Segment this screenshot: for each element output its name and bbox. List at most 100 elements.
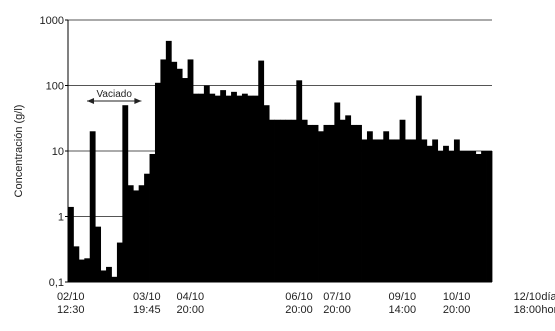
x-axis-suffix-time: hora:min bbox=[541, 304, 555, 316]
y-tick-label: 0,1 bbox=[49, 277, 64, 289]
bar bbox=[247, 95, 254, 282]
x-tick-label-time: 19:45 bbox=[133, 304, 161, 316]
bar bbox=[323, 124, 330, 282]
bar bbox=[160, 59, 167, 282]
bar bbox=[220, 90, 227, 282]
bar bbox=[453, 139, 460, 282]
bar bbox=[377, 139, 384, 282]
x-tick-label-time: 20:00 bbox=[177, 304, 205, 316]
bar bbox=[106, 266, 112, 282]
y-tick-label: 1 bbox=[58, 212, 64, 224]
bars-group bbox=[68, 40, 493, 283]
x-tick-label-time: 20:00 bbox=[323, 304, 351, 316]
annotation-label-bg bbox=[94, 88, 135, 99]
y-tick-labels: 1000 100 10 1 0,1 bbox=[40, 15, 68, 289]
x-tick-label-date: 10/10 bbox=[443, 291, 471, 303]
bar bbox=[225, 95, 232, 282]
bar bbox=[193, 93, 199, 282]
bar bbox=[339, 119, 346, 282]
x-tick-label-date: 03/10 bbox=[133, 291, 161, 303]
bar bbox=[258, 60, 265, 283]
bar bbox=[459, 151, 466, 282]
bar bbox=[405, 139, 411, 282]
x-axis-suffix-date: día/mes bbox=[541, 291, 555, 303]
bar bbox=[95, 226, 102, 282]
bar bbox=[144, 173, 150, 282]
bar bbox=[198, 93, 205, 282]
vaciado-annotation: Vaciado bbox=[87, 88, 142, 104]
annotation-label: Vaciado bbox=[97, 89, 133, 100]
bar bbox=[432, 139, 439, 282]
bar bbox=[73, 246, 80, 282]
bar bbox=[421, 139, 428, 282]
bar bbox=[280, 119, 286, 282]
bar bbox=[263, 105, 270, 282]
bar bbox=[171, 61, 178, 283]
bar bbox=[154, 82, 161, 282]
bar bbox=[366, 131, 373, 282]
bar bbox=[410, 139, 417, 282]
x-tick-label-date: 06/10 bbox=[285, 291, 313, 303]
bar bbox=[89, 131, 96, 282]
bar bbox=[372, 139, 379, 282]
x-tick-label-date: 09/10 bbox=[389, 291, 417, 303]
bar bbox=[84, 258, 91, 282]
bar bbox=[328, 124, 335, 282]
bar bbox=[345, 115, 352, 282]
bar bbox=[252, 95, 259, 282]
bar bbox=[111, 276, 118, 282]
bar bbox=[334, 102, 341, 282]
bar bbox=[301, 119, 308, 282]
bar bbox=[307, 124, 314, 282]
bar bbox=[296, 80, 303, 282]
bar bbox=[274, 119, 281, 282]
bar bbox=[149, 153, 156, 282]
bar bbox=[127, 185, 134, 282]
x-tick-label-time: 12:30 bbox=[57, 304, 85, 316]
bar bbox=[470, 151, 477, 282]
bar bbox=[415, 95, 422, 282]
x-tick-label-date: 02/10 bbox=[57, 291, 85, 303]
bar bbox=[68, 206, 74, 282]
bar bbox=[203, 85, 210, 282]
bar bbox=[241, 93, 248, 282]
bar bbox=[231, 91, 237, 283]
x-tick-label-date: 07/10 bbox=[323, 291, 351, 303]
bar bbox=[269, 119, 275, 282]
bar bbox=[383, 131, 390, 282]
annotation-arrow-right bbox=[134, 98, 142, 104]
bar bbox=[475, 153, 482, 282]
bar bbox=[214, 95, 221, 282]
bar bbox=[443, 145, 449, 282]
bar bbox=[285, 119, 292, 282]
y-axis-title: Concentración (g/l) bbox=[13, 105, 25, 198]
bar bbox=[290, 119, 297, 282]
x-tick-label-time: 20:00 bbox=[443, 304, 471, 316]
bar bbox=[187, 59, 194, 282]
bar bbox=[356, 124, 362, 282]
x-tick-label-time: 18:00 bbox=[514, 304, 542, 316]
bar bbox=[165, 40, 172, 283]
bar bbox=[78, 259, 85, 282]
bar bbox=[236, 95, 243, 282]
bar bbox=[448, 151, 455, 282]
bar bbox=[176, 68, 183, 282]
bar bbox=[312, 124, 319, 282]
y-tick-label: 10 bbox=[52, 146, 64, 158]
bar bbox=[182, 78, 188, 282]
bar bbox=[350, 124, 357, 282]
bar bbox=[426, 145, 433, 282]
bar bbox=[437, 151, 444, 282]
x-tick-label-date: 04/10 bbox=[177, 291, 205, 303]
bar bbox=[464, 151, 471, 282]
bar bbox=[481, 151, 487, 282]
y-tick-label: 100 bbox=[46, 81, 64, 93]
y-tick-label: 1000 bbox=[40, 15, 64, 27]
x-tick-label-time: 14:00 bbox=[389, 304, 417, 316]
annotation-arrow-left bbox=[87, 98, 95, 104]
bar bbox=[209, 93, 216, 282]
bar bbox=[138, 185, 145, 282]
bar bbox=[122, 105, 129, 282]
bar bbox=[116, 242, 123, 282]
